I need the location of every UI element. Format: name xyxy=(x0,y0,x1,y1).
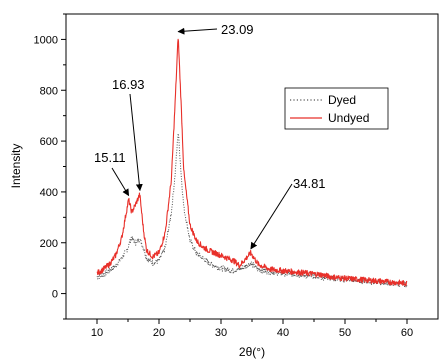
annotation-label: 16.93 xyxy=(112,77,145,92)
y-tick-label: 600 xyxy=(40,136,58,148)
annotation-arrow xyxy=(129,93,143,192)
annotation-label: 34.81 xyxy=(293,176,326,191)
annotation-layer: 15.11 16.93 23.09 34.81 xyxy=(94,22,326,250)
y-tick-label: 200 xyxy=(40,238,58,250)
x-tick-label: 40 xyxy=(277,327,289,339)
legend: Dyed Undyed xyxy=(284,87,389,130)
x-axis-title: 2θ(°) xyxy=(239,345,265,359)
series-layer xyxy=(96,38,408,288)
legend-label-dyed: Dyed xyxy=(328,93,356,107)
legend-box xyxy=(284,87,389,130)
y-tick-label: 400 xyxy=(40,187,58,199)
annotation-label: 15.11 xyxy=(94,150,126,165)
annotation-arrow xyxy=(177,27,218,35)
y-tick-label: 1000 xyxy=(34,34,58,46)
x-tick-label: 60 xyxy=(401,327,413,339)
series-line-dyed xyxy=(96,133,408,288)
x-tick-label: 30 xyxy=(215,327,227,339)
legend-label-undyed: Undyed xyxy=(328,111,369,125)
x-tick-label: 50 xyxy=(339,327,351,339)
y-tick-label: 0 xyxy=(52,289,58,301)
y-tick-label: 800 xyxy=(40,85,58,97)
x-tick-label: 20 xyxy=(153,327,165,339)
annotation-label: 23.09 xyxy=(221,22,254,37)
annotation-arrow xyxy=(250,183,293,250)
y-axis-title: Intensity xyxy=(9,144,23,189)
plot-frame xyxy=(65,13,439,320)
series-line-undyed xyxy=(96,38,408,287)
x-tick-label: 10 xyxy=(91,327,103,339)
annotation-arrow xyxy=(111,167,130,197)
